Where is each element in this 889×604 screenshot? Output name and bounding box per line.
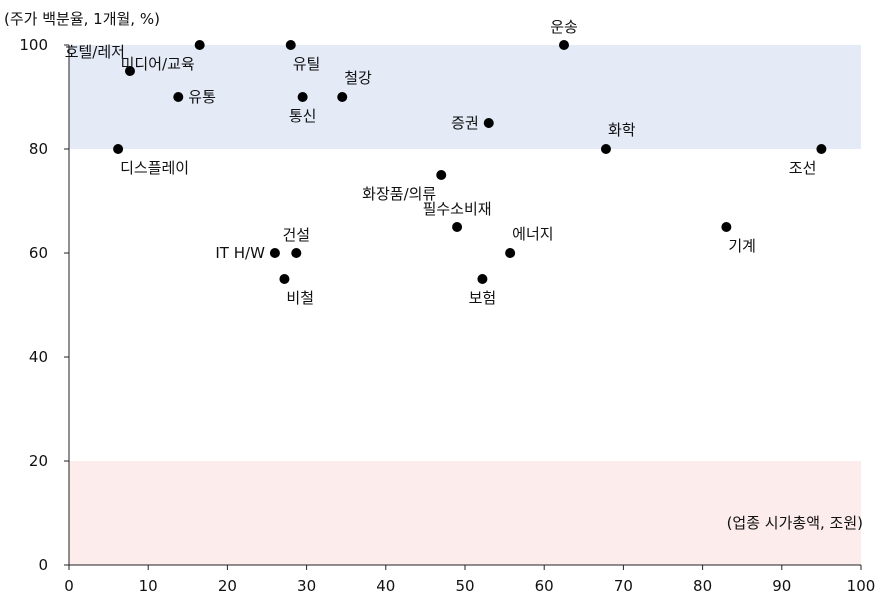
- data-point: [291, 248, 302, 258]
- x-tick-label: 10: [139, 577, 158, 595]
- data-point: [600, 144, 611, 154]
- band-0: [69, 45, 861, 149]
- point-label: 기계: [728, 237, 756, 255]
- point-label: 화장품/의류: [362, 185, 436, 203]
- point-label: 필수소비재: [423, 200, 492, 218]
- x-axis-unit-label: (업종 시가총액, 조원): [727, 514, 863, 532]
- data-point: [477, 274, 488, 284]
- point-label: 보험: [469, 289, 497, 307]
- x-tick-label: 50: [455, 577, 474, 595]
- data-point: [124, 66, 135, 76]
- point-label: 미디어/교육: [121, 55, 195, 73]
- point-label: 화학: [608, 121, 636, 139]
- data-point: [113, 144, 124, 154]
- point-label: 유틸: [293, 55, 321, 73]
- x-tick-label: 40: [376, 577, 395, 595]
- x-tick-label: 30: [297, 577, 316, 595]
- x-tick-label: 70: [614, 577, 633, 595]
- y-tick-label: 40: [29, 348, 48, 366]
- y-axis-unit-label: (주가 백분율, 1개월, %): [4, 10, 160, 28]
- data-point: [505, 248, 516, 258]
- point-label: 건설: [282, 226, 310, 244]
- background-bands: [69, 45, 861, 565]
- x-tick-label: 80: [693, 577, 712, 595]
- data-point: [816, 144, 827, 154]
- data-point: [194, 40, 205, 50]
- point-label: 에너지: [512, 225, 553, 243]
- band-1: [69, 461, 861, 565]
- x-tick-label: 60: [535, 577, 554, 595]
- y-tick-label: 100: [19, 36, 48, 54]
- y-tick-label: 80: [29, 140, 48, 158]
- x-tick-label: 0: [64, 577, 74, 595]
- x-tick-label: 20: [218, 577, 237, 595]
- y-tick-label: 20: [29, 452, 48, 470]
- point-label: 철강: [344, 69, 372, 87]
- data-point: [559, 40, 569, 50]
- data-point: [173, 92, 184, 102]
- data-point: [285, 40, 296, 50]
- y-tick-label: 60: [29, 244, 48, 262]
- data-point: [269, 248, 280, 258]
- data-point: [721, 222, 732, 232]
- data-point: [483, 118, 494, 128]
- data-point: [279, 274, 290, 284]
- data-points: [113, 40, 827, 284]
- point-label: 유통: [188, 88, 216, 106]
- point-label: 운송: [550, 18, 578, 36]
- point-label: 디스플레이: [120, 159, 189, 177]
- point-label: 통신: [289, 107, 317, 125]
- point-label: 조선: [789, 159, 817, 177]
- tick-labels: 0 20 40 60 80 100 0 10 20 30 40 50 60 70 80 90 100: [19, 36, 875, 595]
- point-label: IT H/W: [215, 244, 265, 262]
- y-tick-label: 0: [38, 556, 48, 574]
- x-tick-label: 90: [772, 577, 791, 595]
- data-point: [297, 92, 308, 102]
- point-label: 호텔/레저: [65, 43, 125, 61]
- data-point: [436, 170, 447, 180]
- data-point: [337, 92, 348, 102]
- point-label: 비철: [286, 289, 314, 307]
- point-label: 증권: [451, 114, 479, 132]
- data-point: [452, 222, 463, 232]
- x-tick-label: 100: [847, 577, 876, 595]
